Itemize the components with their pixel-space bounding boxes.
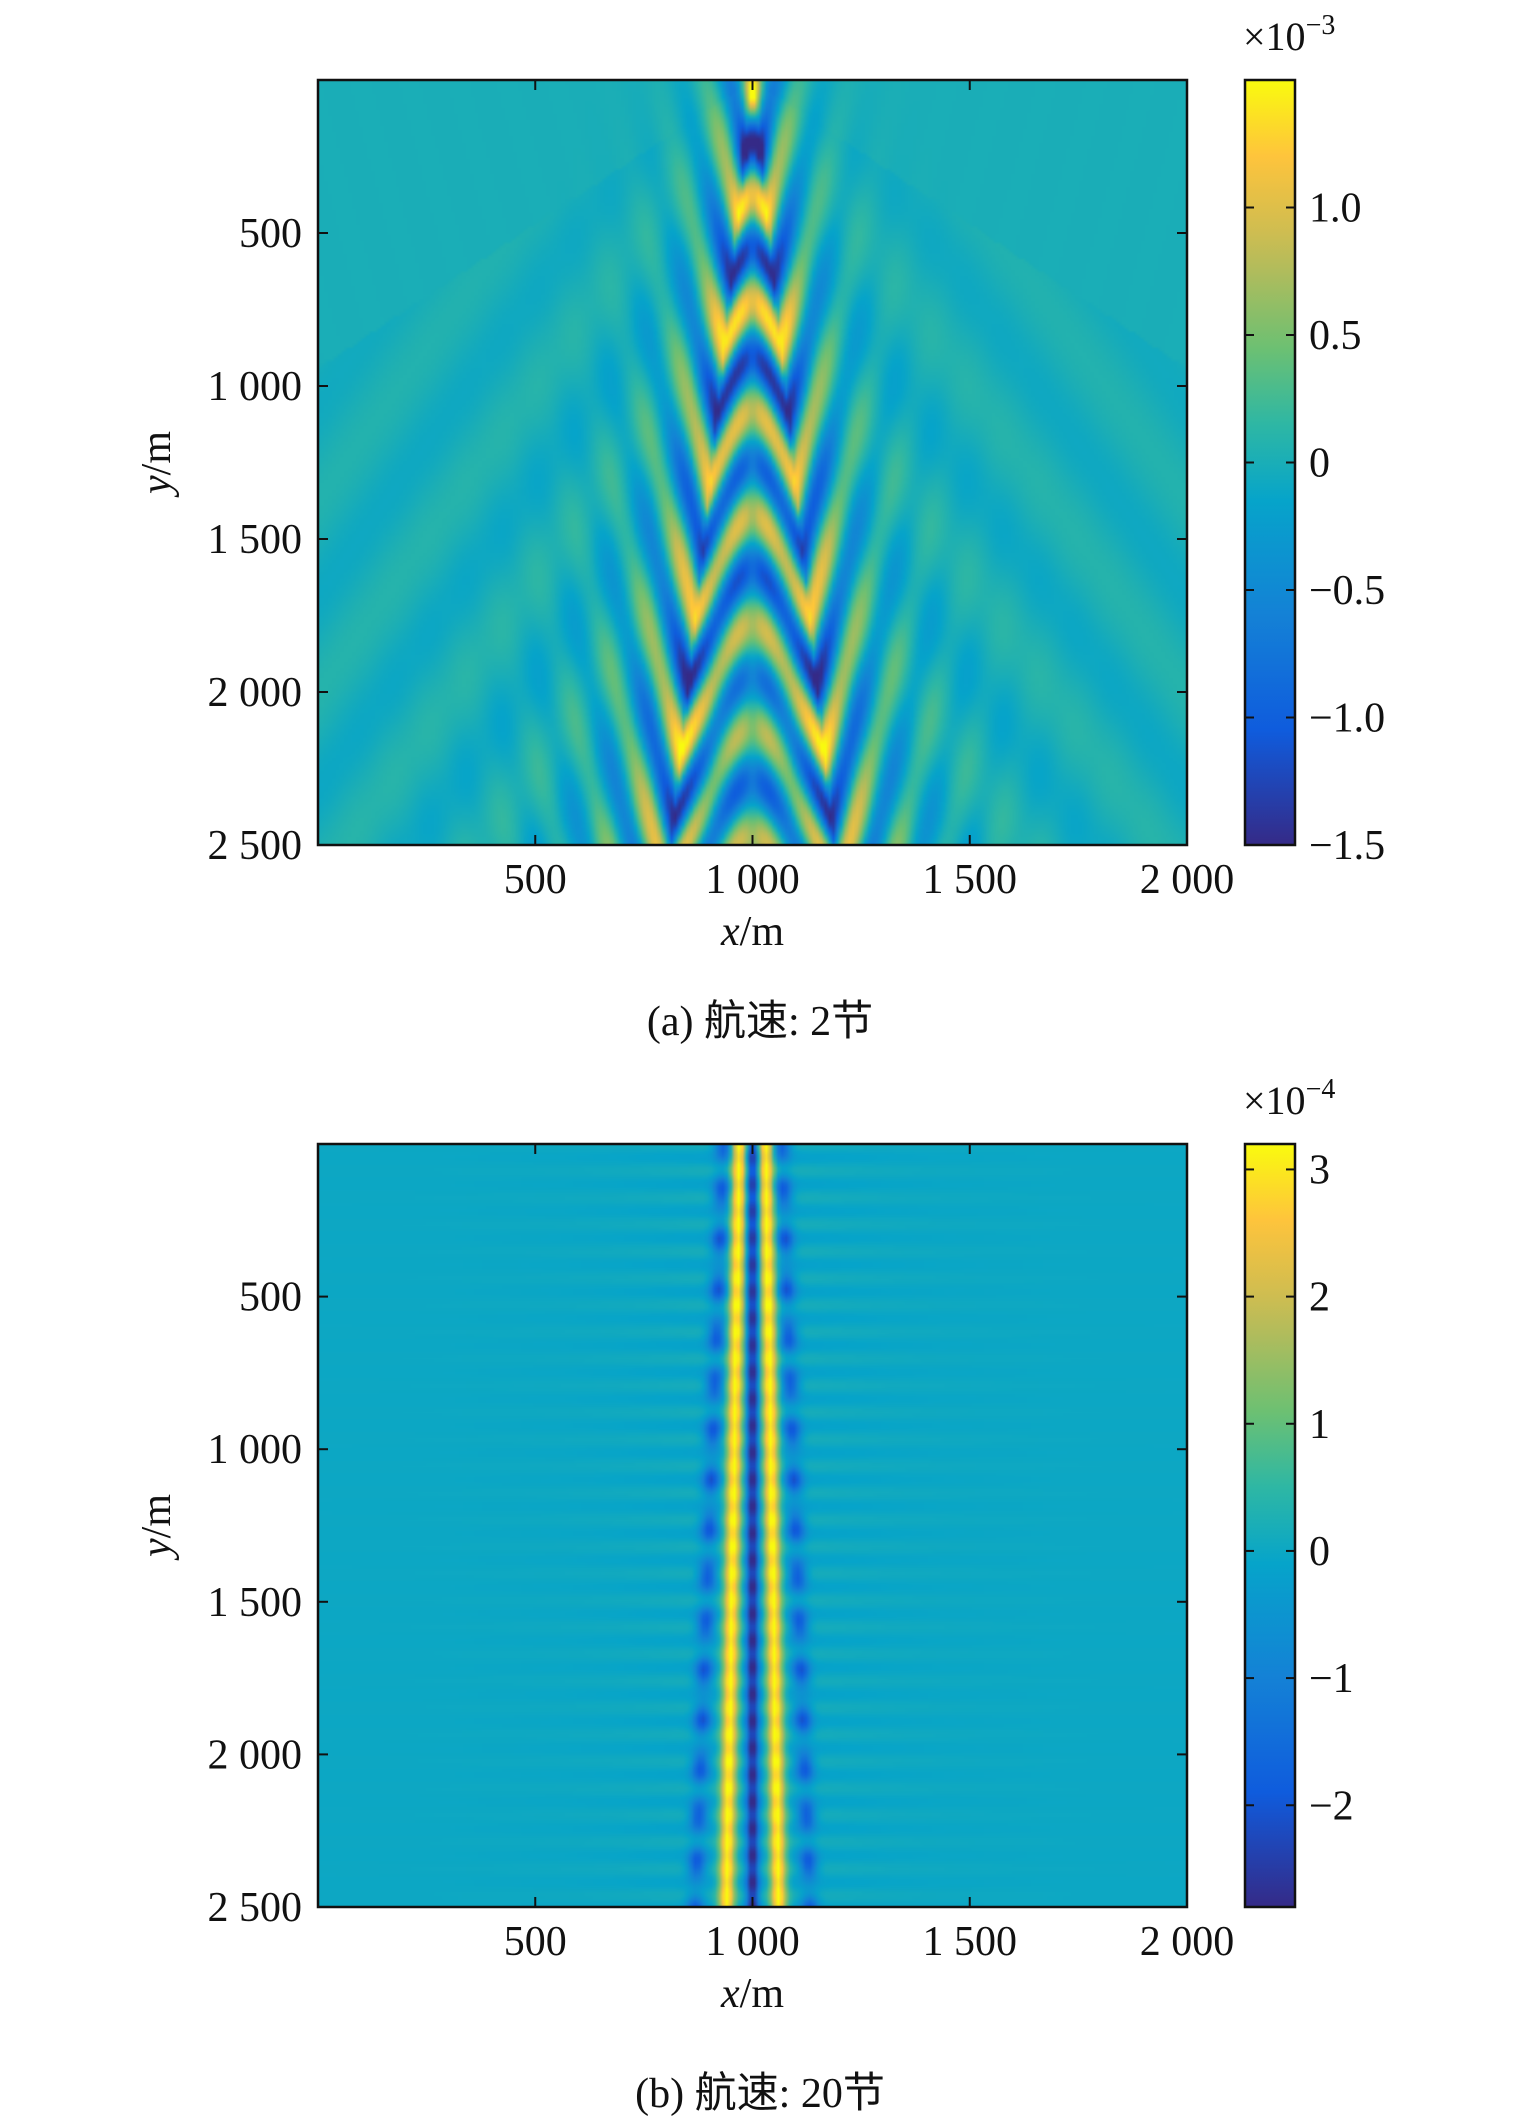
- x-axis-label: x/m: [720, 909, 784, 955]
- colorbar-tick-label: 2: [1309, 1275, 1330, 1321]
- colorbar-multiplier: ×10−3: [1243, 10, 1335, 59]
- colorbar-tick-label: −0.5: [1309, 568, 1385, 614]
- colorbar-tick-label: 0: [1309, 441, 1330, 487]
- colorbar-multiplier: ×10−4: [1243, 1074, 1335, 1123]
- colorbar-tick-label: −1.0: [1309, 696, 1385, 742]
- colorbar-tick-label: 1.0: [1309, 186, 1362, 232]
- y-tick-label: 1 000: [208, 364, 303, 410]
- y-tick-label: 2 500: [208, 1885, 303, 1931]
- y-tick-label: 2 500: [208, 823, 303, 869]
- x-tick-label: 1 000: [705, 857, 800, 903]
- chart-panel-b: 500 1 000 1 500 2 000 500 1 000 1 500 2 000 2 50…: [0, 1062, 1535, 2117]
- x-tick-label: 2 000: [1140, 857, 1235, 903]
- x-tick-label: 1 500: [923, 857, 1018, 903]
- heatmap-chart-a: 500 1 000 1 500 2 000 500 1 000 1 500 2 000 2 50…: [134, 10, 1385, 1045]
- x-axis-label: x/m: [720, 1971, 784, 2017]
- y-axis-label: y/m: [134, 1494, 180, 1561]
- colorbar-tick-label: −2: [1309, 1783, 1354, 1829]
- caption-b: (b) 航速: 20节: [635, 2070, 885, 2117]
- caption-a: (a) 航速: 2节: [647, 998, 873, 1045]
- chart-panel-a: 500 1 000 1 500 2 000 500 1 000 1 500 2 000 2 50…: [0, 0, 1535, 1055]
- y-tick-label: 2 000: [208, 1732, 303, 1778]
- colorbar-tick-label: 1: [1309, 1402, 1330, 1448]
- colorbar-tick-label: −1: [1309, 1656, 1354, 1702]
- x-tick-label: 1 000: [705, 1919, 800, 1965]
- heatmap-image: [318, 80, 1187, 845]
- x-tick-label: 500: [504, 857, 567, 903]
- colorbar-tick-label: 0: [1309, 1529, 1330, 1575]
- colorbar-tick-label: −1.5: [1309, 823, 1385, 869]
- heatmap-chart-b: 500 1 000 1 500 2 000 500 1 000 1 500 2 000 2 50…: [134, 1074, 1354, 2117]
- y-tick-label: 2 000: [208, 670, 303, 716]
- x-tick-label: 1 500: [923, 1919, 1018, 1965]
- y-tick-label: 1 500: [208, 1580, 303, 1626]
- x-tick-label: 2 000: [1140, 1919, 1235, 1965]
- colorbar-tick-label: 3: [1309, 1147, 1330, 1193]
- x-tick-label: 500: [504, 1919, 567, 1965]
- colorbar-tick-label: 0.5: [1309, 313, 1362, 359]
- y-axis-label: y/m: [134, 431, 180, 498]
- y-tick-label: 500: [239, 1275, 302, 1321]
- colorbar: [1243, 1142, 1297, 1909]
- y-tick-label: 1 000: [208, 1427, 303, 1473]
- y-tick-label: 500: [239, 211, 302, 257]
- y-tick-label: 1 500: [208, 517, 303, 563]
- heatmap-image: [318, 1144, 1187, 1907]
